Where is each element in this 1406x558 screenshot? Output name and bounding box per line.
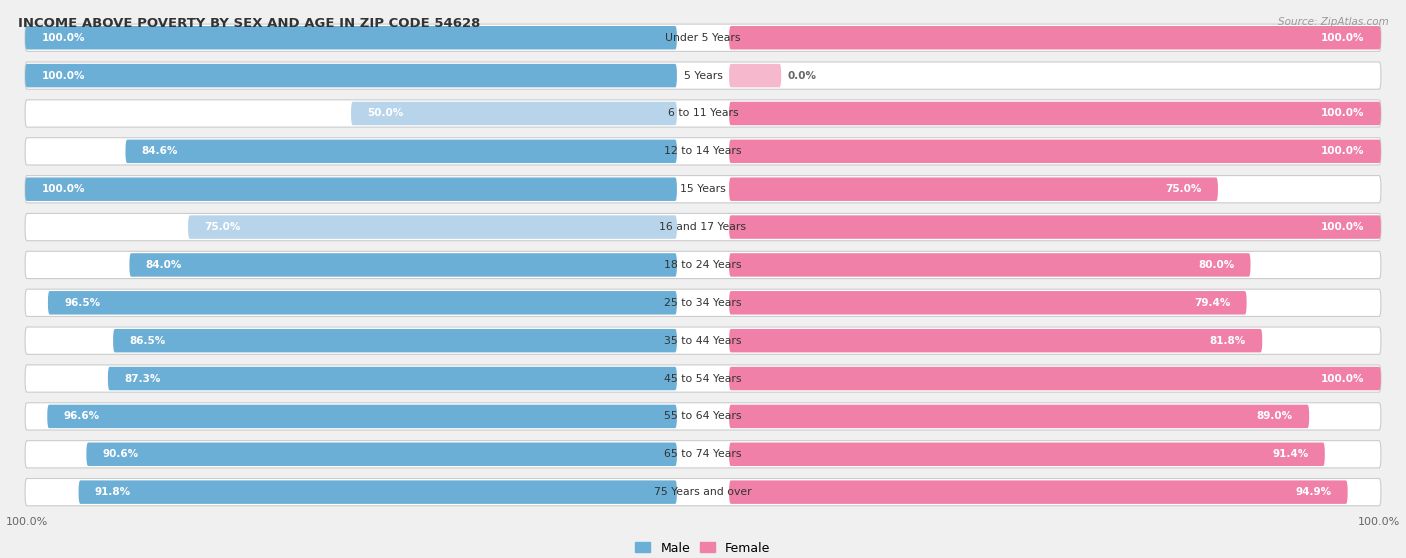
FancyBboxPatch shape xyxy=(25,289,1381,316)
Text: 65 to 74 Years: 65 to 74 Years xyxy=(664,449,742,459)
FancyBboxPatch shape xyxy=(129,253,676,277)
Text: 15 Years: 15 Years xyxy=(681,184,725,194)
Text: 6 to 11 Years: 6 to 11 Years xyxy=(668,108,738,118)
FancyBboxPatch shape xyxy=(730,102,1381,125)
FancyBboxPatch shape xyxy=(108,367,676,390)
Text: 100.0%: 100.0% xyxy=(41,184,84,194)
FancyBboxPatch shape xyxy=(79,480,676,504)
Text: 0.0%: 0.0% xyxy=(787,71,817,80)
Text: 87.3%: 87.3% xyxy=(124,373,160,383)
Text: 55 to 64 Years: 55 to 64 Years xyxy=(664,411,742,421)
FancyBboxPatch shape xyxy=(188,215,676,239)
Text: 100.0%: 100.0% xyxy=(6,517,48,527)
FancyBboxPatch shape xyxy=(25,251,1381,278)
FancyBboxPatch shape xyxy=(730,405,1309,428)
FancyBboxPatch shape xyxy=(730,480,1347,504)
FancyBboxPatch shape xyxy=(730,442,1324,466)
FancyBboxPatch shape xyxy=(125,140,676,163)
FancyBboxPatch shape xyxy=(25,365,1381,392)
Text: 100.0%: 100.0% xyxy=(41,71,84,80)
Text: 35 to 44 Years: 35 to 44 Years xyxy=(664,336,742,345)
FancyBboxPatch shape xyxy=(25,138,1381,165)
Text: Source: ZipAtlas.com: Source: ZipAtlas.com xyxy=(1278,17,1389,27)
Text: 79.4%: 79.4% xyxy=(1194,298,1230,308)
Text: 100.0%: 100.0% xyxy=(1322,373,1365,383)
FancyBboxPatch shape xyxy=(25,177,676,201)
FancyBboxPatch shape xyxy=(25,24,1381,51)
FancyBboxPatch shape xyxy=(25,26,676,50)
Text: 94.9%: 94.9% xyxy=(1295,487,1331,497)
FancyBboxPatch shape xyxy=(730,215,1381,239)
FancyBboxPatch shape xyxy=(25,100,1381,127)
Text: 100.0%: 100.0% xyxy=(1322,108,1365,118)
Text: 91.4%: 91.4% xyxy=(1272,449,1309,459)
Text: 81.8%: 81.8% xyxy=(1209,336,1246,345)
FancyBboxPatch shape xyxy=(730,291,1247,315)
Text: 18 to 24 Years: 18 to 24 Years xyxy=(664,260,742,270)
Text: 91.8%: 91.8% xyxy=(94,487,131,497)
Text: 16 and 17 Years: 16 and 17 Years xyxy=(659,222,747,232)
FancyBboxPatch shape xyxy=(25,62,1381,89)
FancyBboxPatch shape xyxy=(730,253,1250,277)
Text: 100.0%: 100.0% xyxy=(1322,222,1365,232)
FancyBboxPatch shape xyxy=(86,442,676,466)
FancyBboxPatch shape xyxy=(25,441,1381,468)
FancyBboxPatch shape xyxy=(730,367,1381,390)
Text: 90.6%: 90.6% xyxy=(103,449,139,459)
Text: 86.5%: 86.5% xyxy=(129,336,166,345)
Text: 75.0%: 75.0% xyxy=(1166,184,1202,194)
Text: 12 to 14 Years: 12 to 14 Years xyxy=(664,146,742,156)
Text: 75 Years and over: 75 Years and over xyxy=(654,487,752,497)
Legend: Male, Female: Male, Female xyxy=(630,537,776,558)
Text: 96.5%: 96.5% xyxy=(65,298,100,308)
FancyBboxPatch shape xyxy=(25,327,1381,354)
FancyBboxPatch shape xyxy=(48,291,676,315)
Text: 84.0%: 84.0% xyxy=(146,260,181,270)
FancyBboxPatch shape xyxy=(730,26,1381,50)
FancyBboxPatch shape xyxy=(730,329,1263,353)
Text: 45 to 54 Years: 45 to 54 Years xyxy=(664,373,742,383)
FancyBboxPatch shape xyxy=(48,405,676,428)
FancyBboxPatch shape xyxy=(112,329,676,353)
FancyBboxPatch shape xyxy=(25,64,676,88)
Text: 5 Years: 5 Years xyxy=(683,71,723,80)
Text: 50.0%: 50.0% xyxy=(367,108,404,118)
Text: 96.6%: 96.6% xyxy=(63,411,100,421)
Text: 100.0%: 100.0% xyxy=(1358,517,1400,527)
FancyBboxPatch shape xyxy=(352,102,676,125)
Text: 100.0%: 100.0% xyxy=(1322,146,1365,156)
FancyBboxPatch shape xyxy=(25,403,1381,430)
FancyBboxPatch shape xyxy=(730,177,1218,201)
Text: 84.6%: 84.6% xyxy=(142,146,179,156)
Text: 25 to 34 Years: 25 to 34 Years xyxy=(664,298,742,308)
FancyBboxPatch shape xyxy=(25,479,1381,506)
Text: 100.0%: 100.0% xyxy=(1322,33,1365,43)
Text: 80.0%: 80.0% xyxy=(1198,260,1234,270)
Text: Under 5 Years: Under 5 Years xyxy=(665,33,741,43)
Text: 75.0%: 75.0% xyxy=(204,222,240,232)
Text: INCOME ABOVE POVERTY BY SEX AND AGE IN ZIP CODE 54628: INCOME ABOVE POVERTY BY SEX AND AGE IN Z… xyxy=(18,17,481,30)
FancyBboxPatch shape xyxy=(730,140,1381,163)
Text: 100.0%: 100.0% xyxy=(41,33,84,43)
FancyBboxPatch shape xyxy=(730,64,782,88)
FancyBboxPatch shape xyxy=(25,176,1381,203)
FancyBboxPatch shape xyxy=(25,214,1381,240)
Text: 89.0%: 89.0% xyxy=(1257,411,1294,421)
